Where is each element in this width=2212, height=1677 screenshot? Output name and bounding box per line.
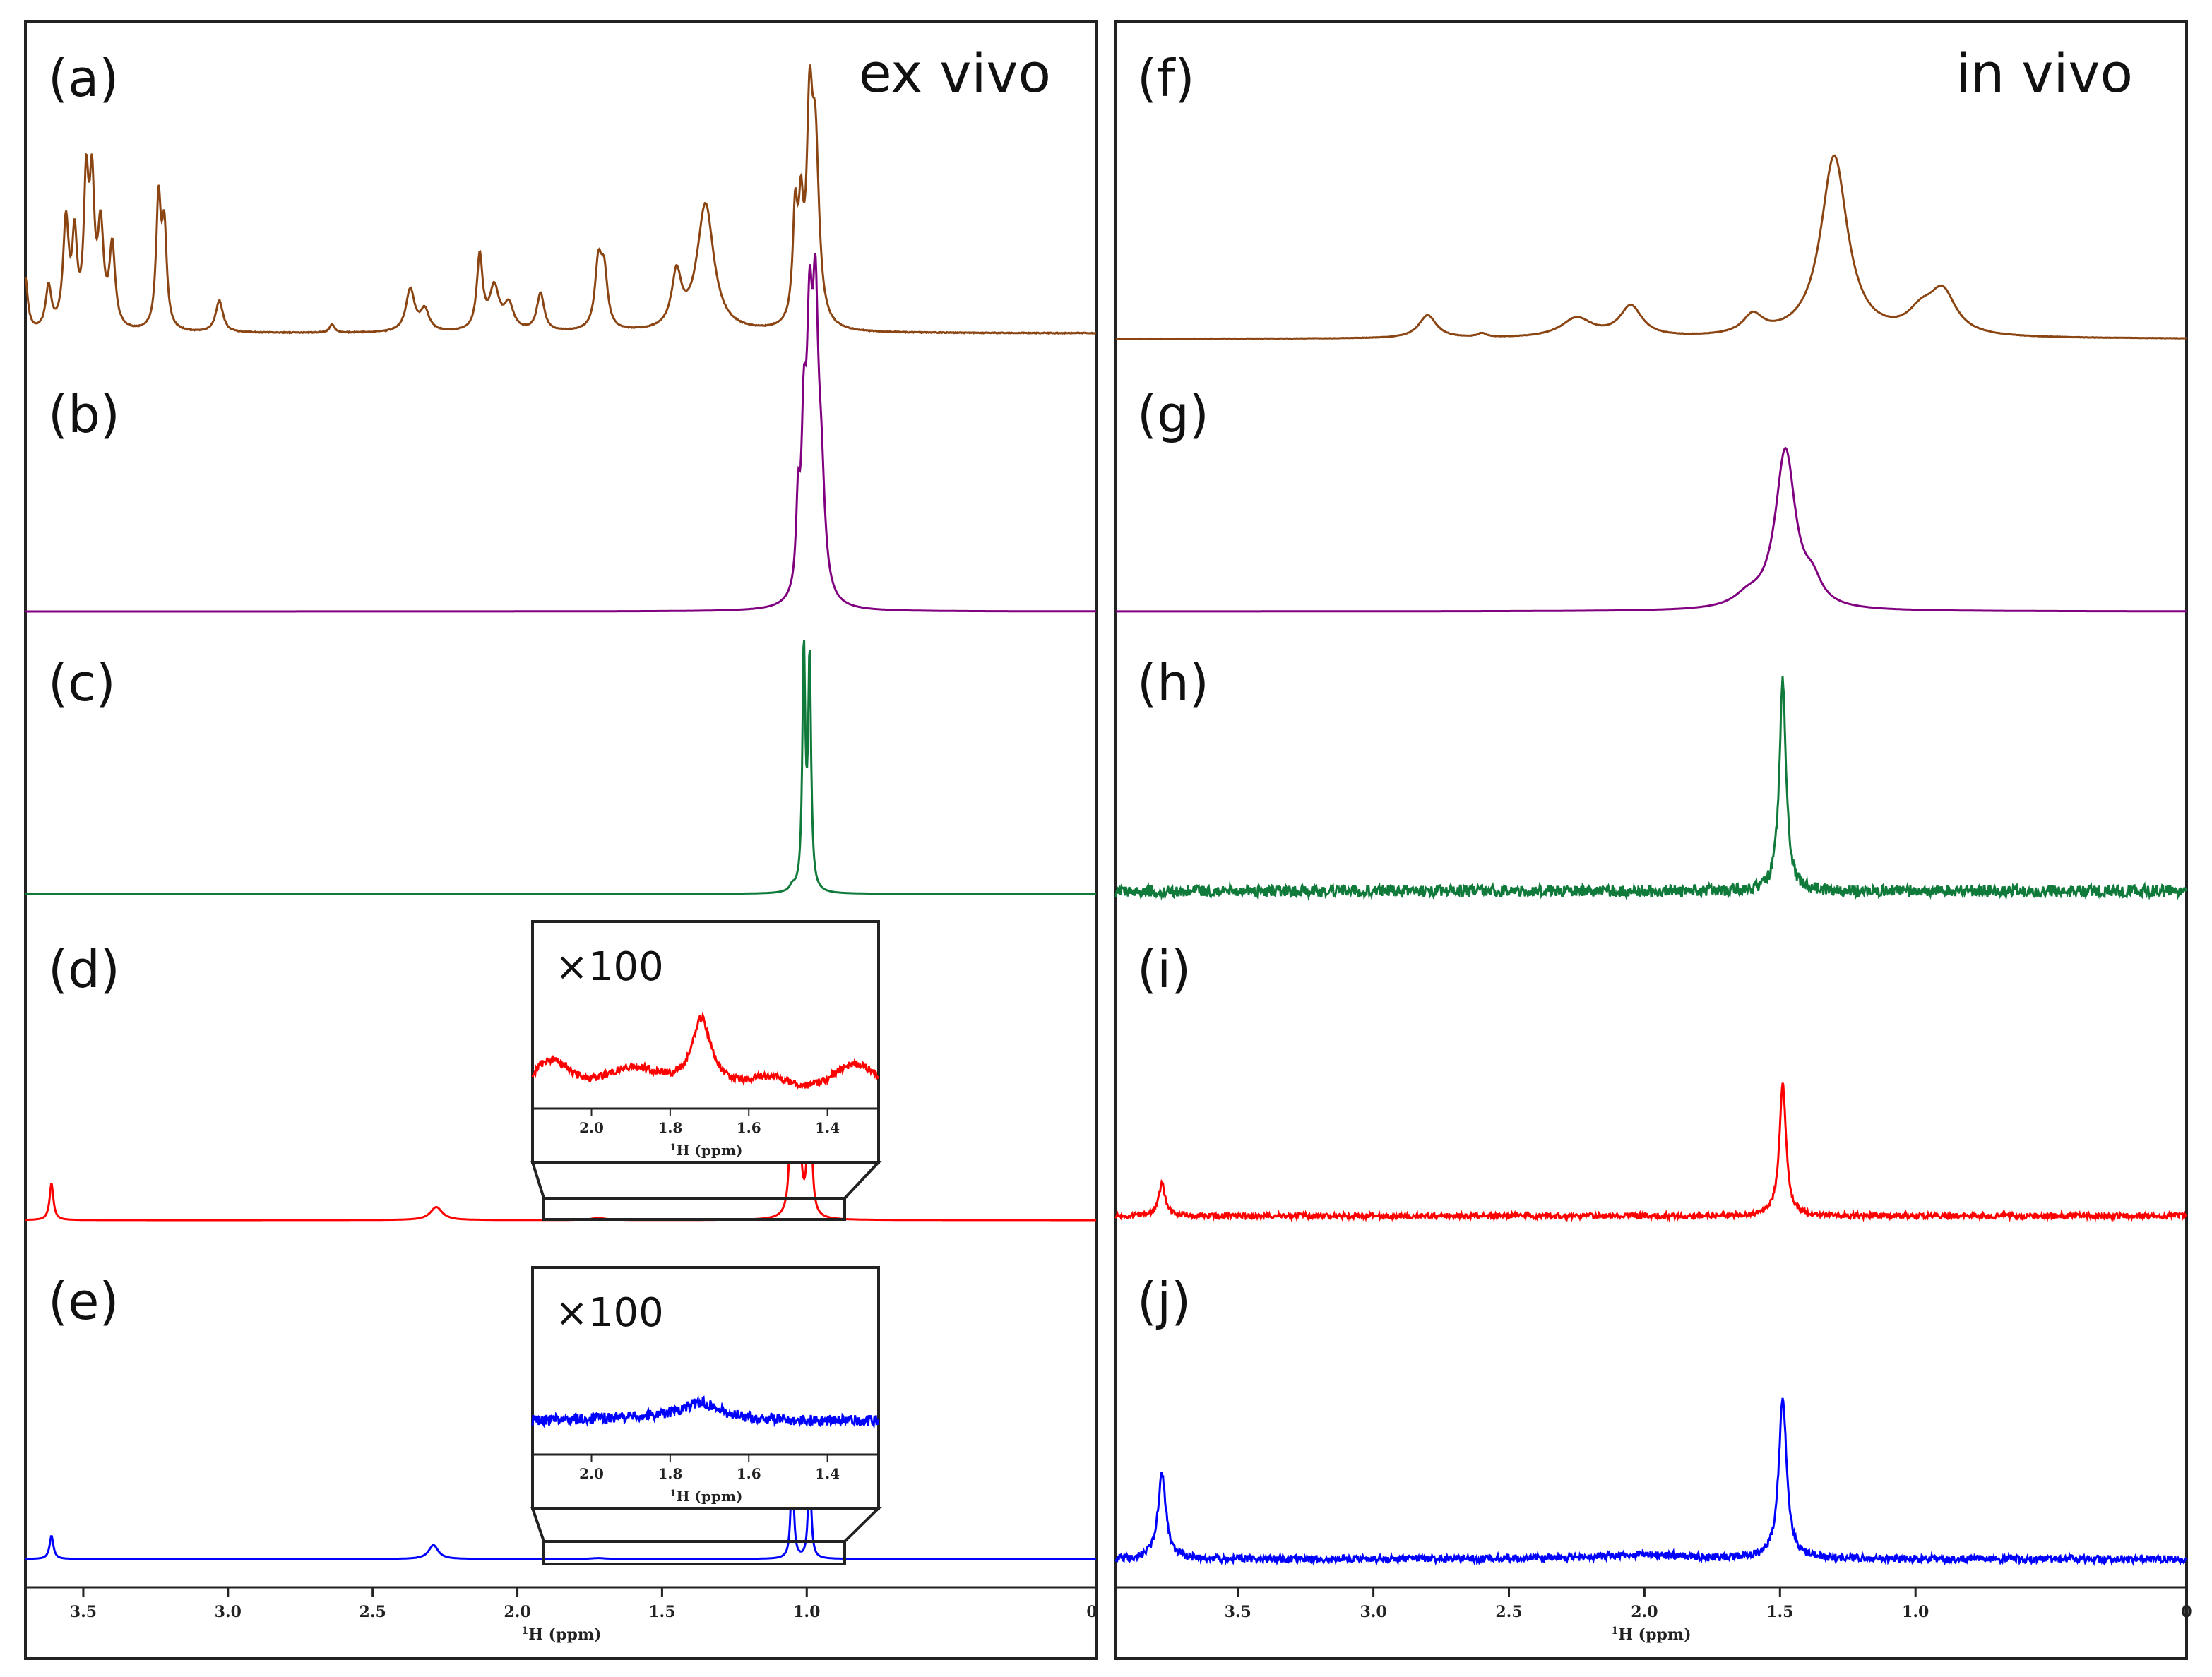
x-axis-left: 3.5 3.0 2.5 2.0 1.5 1.0 0 xyxy=(25,1586,1098,1621)
label-a: (a) xyxy=(48,49,119,108)
x-tick-label: 3.0 xyxy=(215,1603,242,1621)
inset-d-frame xyxy=(531,920,880,1164)
label-e: (e) xyxy=(48,1272,119,1331)
x-tick-label: 3.5 xyxy=(70,1603,97,1621)
inset-x-tick-label: 1.4 xyxy=(815,1465,840,1482)
inset-x-tick-label: 1.6 xyxy=(737,1465,761,1482)
inset-x-tick-label: 1.8 xyxy=(658,1119,682,1136)
spectrum-line-c xyxy=(25,640,1096,895)
inset-e: ×100 2.0 1.8 1.6 1.4 1H (ppm) xyxy=(530,1266,882,1565)
inset-d-scale-label: ×100 xyxy=(555,944,664,990)
spectrum-line-b xyxy=(25,253,1096,613)
inset-e-axis-title: 1H (ppm) xyxy=(670,1488,743,1505)
inset-x-tick-label: 1.6 xyxy=(737,1119,761,1136)
inset-x-tick-label: 2.0 xyxy=(579,1465,604,1482)
inset-x-tick-label: 1.4 xyxy=(815,1119,840,1136)
x-axis-right: 3.5 3.0 2.5 2.0 1.5 1.0 0 xyxy=(1116,1586,2192,1621)
x-tick-label: 1.5 xyxy=(1766,1603,1793,1621)
x-axis-title-left: 1H (ppm) xyxy=(521,1625,601,1644)
x-tick-label: 2.5 xyxy=(1495,1603,1522,1621)
right-panel-frame xyxy=(1114,20,2188,1660)
spectrum-line-h xyxy=(1114,676,2188,901)
x-tick-label: 1.0 xyxy=(1902,1603,1929,1621)
inset-x-tick-label: 2.0 xyxy=(579,1119,604,1136)
inset-d-zoom-box xyxy=(542,1197,846,1221)
label-d: (d) xyxy=(48,940,120,999)
inset-e-zoom-connector xyxy=(530,1507,882,1543)
label-i: (i) xyxy=(1137,940,1191,999)
inset-spectrum-line xyxy=(531,1395,880,1429)
label-c: (c) xyxy=(48,653,116,712)
x-tick-label: 1.5 xyxy=(648,1603,675,1621)
spectrum-line-j xyxy=(1114,1397,2187,1567)
inset-d: ×100 2.0 1.8 1.6 1.4 1H (ppm) xyxy=(530,920,882,1221)
spectrum-line-f xyxy=(1115,154,2187,340)
inset-d-zoom-connector xyxy=(530,1161,882,1200)
x-tick-label: 1.0 xyxy=(793,1603,820,1621)
spectra-left xyxy=(24,64,1097,1560)
right-panel-title: in vivo xyxy=(1956,42,2133,105)
inset-e-scale-label: ×100 xyxy=(555,1290,664,1336)
label-h: (h) xyxy=(1137,653,1209,712)
x-tick-label: 3.0 xyxy=(1360,1603,1386,1621)
spectrum-line-e xyxy=(25,1462,1096,1560)
label-f: (f) xyxy=(1137,49,1195,108)
label-b: (b) xyxy=(48,385,120,444)
spectrum-line-i xyxy=(1114,1082,2188,1223)
x-tick-label: 0 xyxy=(2181,1603,2192,1621)
inset-d-axis-title: 1H (ppm) xyxy=(670,1142,743,1159)
left-panel-frame xyxy=(24,20,1098,1660)
inset-spectrum-line xyxy=(531,1011,880,1090)
x-tick-label: 0 xyxy=(1086,1603,1097,1621)
left-panel-title: ex vivo xyxy=(859,42,1051,105)
inset-e-zoom-box xyxy=(542,1540,846,1565)
x-axis-title-right: 1H (ppm) xyxy=(1611,1625,1691,1644)
inset-x-tick-label: 1.8 xyxy=(658,1465,682,1482)
spectrum-line-g xyxy=(1116,446,2187,613)
x-tick-label: 2.5 xyxy=(359,1603,386,1621)
inset-e-frame xyxy=(531,1266,880,1510)
spectra-right xyxy=(1114,154,2188,1567)
label-j: (j) xyxy=(1137,1272,1191,1331)
label-g: (g) xyxy=(1137,385,1209,444)
x-tick-label: 3.5 xyxy=(1225,1603,1251,1621)
x-tick-label: 2.0 xyxy=(1631,1603,1658,1621)
x-tick-label: 2.0 xyxy=(504,1603,530,1621)
spectrum-line-a xyxy=(24,64,1097,335)
